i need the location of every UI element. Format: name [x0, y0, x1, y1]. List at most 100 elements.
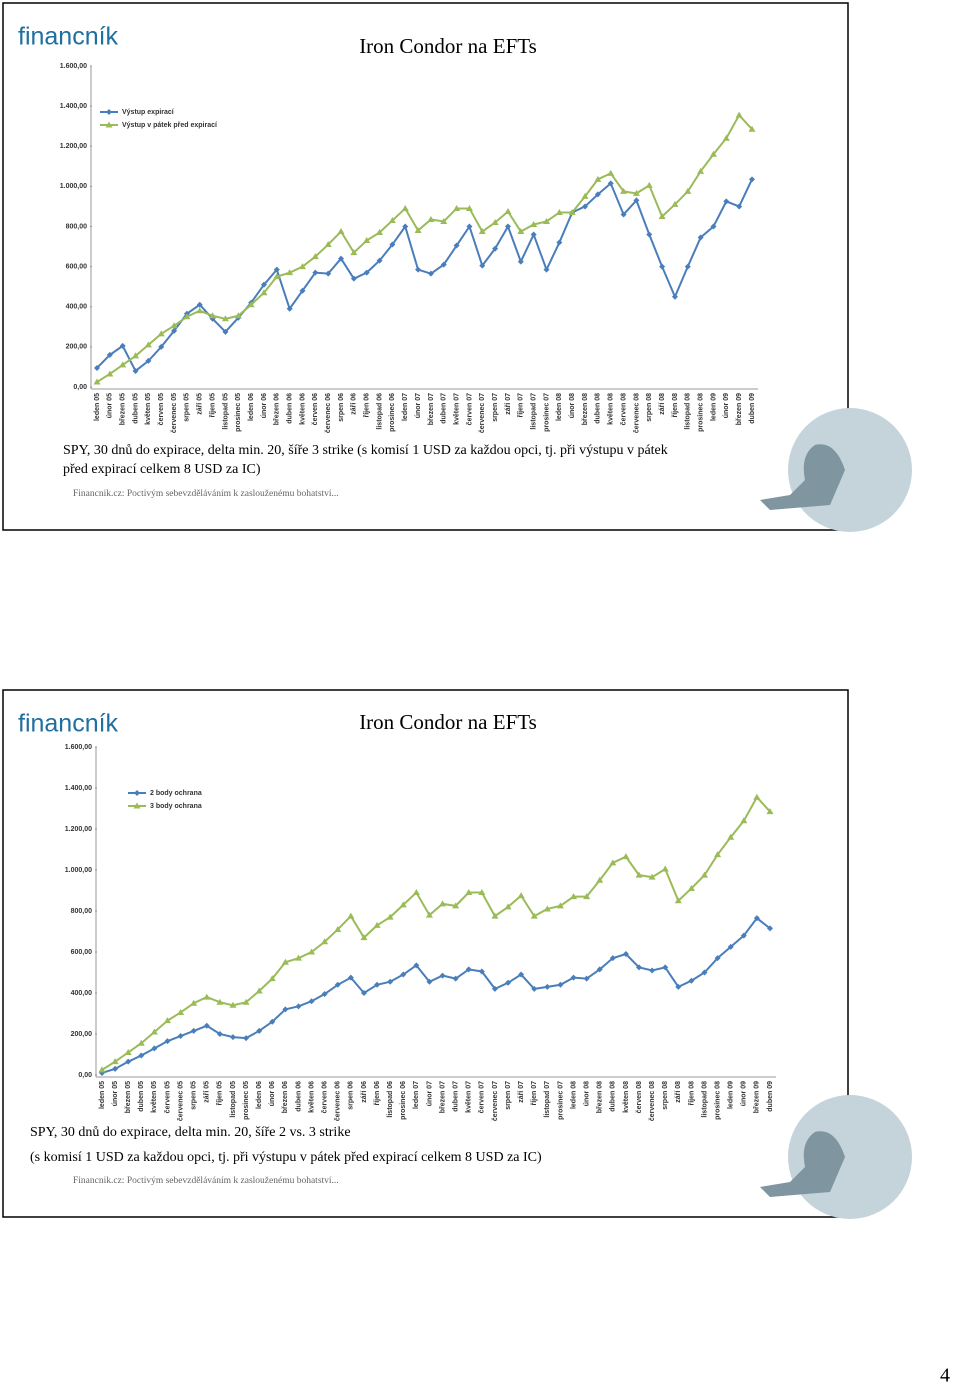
- marker: [363, 269, 370, 276]
- marker: [360, 934, 368, 941]
- y-tick-label: 1.200,00: [65, 826, 92, 833]
- marker: [674, 897, 682, 904]
- marker: [465, 966, 472, 973]
- marker: [151, 1045, 158, 1052]
- marker: [256, 1027, 263, 1034]
- x-tick-label: únor 07: [426, 1081, 433, 1106]
- x-tick-label: listopad 08: [701, 1081, 708, 1118]
- y-tick-label: 1.600,00: [60, 63, 87, 70]
- footer: Financnik.cz: Poctivým sebevzděláváním k…: [73, 1176, 339, 1186]
- marker: [740, 817, 748, 824]
- x-tick-label: červen 08: [620, 393, 627, 425]
- x-tick-label: květen 06: [299, 393, 306, 425]
- y-tick-label: 800,00: [66, 223, 88, 230]
- marker: [229, 1001, 237, 1008]
- marker: [723, 198, 730, 205]
- logo: financník: [18, 23, 119, 51]
- marker: [282, 1006, 289, 1013]
- marker: [427, 215, 435, 222]
- x-tick-label: únor 06: [261, 393, 268, 418]
- marker: [138, 1052, 145, 1059]
- marker: [360, 990, 367, 996]
- marker: [373, 921, 381, 928]
- marker: [363, 237, 371, 244]
- marker: [221, 315, 229, 322]
- marker: [111, 1058, 119, 1065]
- marker: [243, 1035, 250, 1042]
- page-number: 4: [940, 1365, 950, 1387]
- x-tick-label: duben 09: [767, 1081, 774, 1112]
- x-tick-label: prosinec 05: [243, 1081, 250, 1120]
- x-tick-label: září 06: [361, 1081, 368, 1103]
- marker: [312, 269, 319, 276]
- marker: [286, 305, 293, 312]
- marker: [492, 245, 499, 252]
- marker: [659, 263, 666, 270]
- x-tick-label: listopad 06: [387, 1081, 394, 1118]
- x-tick-label: únor 05: [107, 393, 114, 418]
- y-tick-label: 200,00: [71, 1031, 93, 1038]
- x-tick-label: říjen 06: [364, 393, 371, 418]
- logo: financník: [18, 710, 119, 738]
- marker: [766, 808, 774, 815]
- marker: [556, 239, 563, 246]
- x-tick-label: únor 07: [415, 393, 422, 418]
- caption-line: SPY, 30 dnů do expirace, delta min. 20, …: [30, 1125, 351, 1140]
- y-tick-label: 400,00: [66, 304, 88, 311]
- marker: [260, 281, 267, 288]
- x-tick-label: květen 06: [308, 1081, 315, 1113]
- marker: [106, 109, 112, 115]
- x-tick-label: prosinec 06: [389, 393, 396, 432]
- marker: [105, 121, 113, 128]
- x-tick-label: prosinec 08: [714, 1081, 721, 1120]
- marker: [531, 985, 538, 992]
- marker: [594, 191, 601, 198]
- marker: [321, 938, 329, 945]
- marker: [234, 312, 242, 319]
- marker: [281, 958, 289, 965]
- marker: [170, 322, 178, 329]
- marker: [222, 328, 229, 335]
- marker: [229, 1034, 236, 1041]
- marker: [727, 943, 734, 950]
- marker: [350, 249, 358, 256]
- x-tick-label: leden 06: [256, 1081, 263, 1109]
- marker: [427, 270, 434, 277]
- marker: [400, 971, 407, 978]
- marker: [570, 974, 577, 981]
- marker: [401, 204, 409, 211]
- marker: [119, 361, 127, 368]
- marker: [158, 343, 165, 350]
- x-tick-label: září 05: [204, 1081, 211, 1103]
- marker: [440, 261, 447, 268]
- marker: [295, 1003, 302, 1010]
- x-tick-label: leden 08: [570, 1081, 577, 1109]
- marker: [334, 925, 342, 932]
- x-tick-label: červen 05: [164, 1081, 171, 1113]
- marker: [440, 217, 448, 224]
- marker: [583, 893, 591, 900]
- x-tick-label: březen 06: [282, 1081, 289, 1113]
- marker: [478, 228, 486, 235]
- marker: [556, 902, 564, 909]
- marker: [633, 197, 640, 204]
- x-tick-label: červenec 06: [325, 393, 332, 433]
- marker: [491, 912, 499, 919]
- marker: [714, 955, 721, 962]
- marker: [543, 905, 551, 912]
- x-tick-label: červenec 07: [479, 393, 486, 433]
- marker: [203, 993, 211, 1000]
- caption-line: SPY, 30 dnů do expirace, delta min. 20, …: [63, 443, 668, 458]
- marker: [294, 954, 302, 961]
- x-tick-label: září 08: [659, 393, 666, 415]
- x-tick-label: září 07: [505, 393, 512, 415]
- legend-label: 2 body ochrana: [150, 790, 202, 797]
- x-tick-label: duben 08: [610, 1081, 617, 1112]
- marker: [570, 893, 578, 900]
- x-tick-label: prosinec 06: [400, 1081, 407, 1120]
- marker: [298, 263, 306, 270]
- marker: [622, 853, 630, 860]
- x-tick-label: červen 07: [479, 1081, 486, 1113]
- series-line: [96, 113, 753, 383]
